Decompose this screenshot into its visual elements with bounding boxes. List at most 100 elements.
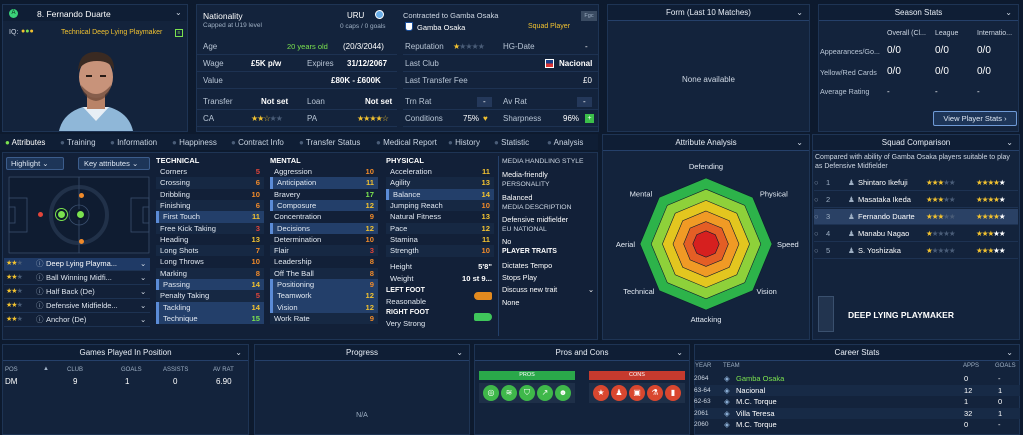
tab-contract-info[interactable]: ● Contract Info bbox=[231, 138, 284, 147]
chevron-down-icon[interactable]: ⌄ bbox=[456, 348, 463, 357]
attribute-row[interactable]: Passing 14 bbox=[156, 279, 264, 291]
career-row[interactable]: 62-63 ◈ M.C. Torque 1 0 bbox=[694, 396, 1020, 408]
attribute-row[interactable]: Crossing 6 bbox=[156, 177, 264, 189]
attribute-row[interactable]: Tackling 14 bbox=[156, 301, 264, 314]
attribute-row[interactable]: Technique 15 bbox=[156, 312, 264, 325]
info-icon[interactable]: ⓘ bbox=[36, 287, 44, 296]
attribute-row[interactable]: Decisions 12 bbox=[270, 222, 378, 234]
role-row[interactable]: ★★★ ⓘ Half Back (De) ⌄ bbox=[4, 286, 150, 299]
chevron-down-icon[interactable]: ⌄ bbox=[140, 273, 147, 282]
attribute-row[interactable]: Balance 14 bbox=[386, 188, 494, 201]
attribute-row[interactable]: Anticipation 11 bbox=[270, 177, 378, 189]
career-row[interactable]: 2061 ◈ Villa Teresa 32 1 bbox=[694, 407, 1020, 419]
attribute-row[interactable]: Flair 3 bbox=[270, 245, 378, 257]
role-row[interactable]: ★★★ ⓘ Defensive Midfielde... ⌄ bbox=[4, 300, 150, 313]
attribute-row[interactable]: Aggression 10 bbox=[270, 166, 378, 178]
form-title[interactable]: Form (Last 10 Matches) ⌄ bbox=[608, 5, 809, 21]
squad-title[interactable]: Squad Comparison ⌄ bbox=[813, 135, 1019, 151]
attribute-row[interactable]: Long Throws 10 bbox=[156, 256, 264, 268]
chevron-down-icon[interactable]: ⌄ bbox=[1006, 348, 1013, 357]
attribute-value: 10 bbox=[365, 234, 374, 244]
role-row[interactable]: ★★★ ⓘ Ball Winning Midfi... ⌄ bbox=[4, 272, 150, 285]
attribute-row[interactable]: Free Kick Taking 3 bbox=[156, 222, 264, 234]
chevron-down-icon[interactable]: ⌄ bbox=[140, 301, 147, 310]
info-icon[interactable]: ⓘ bbox=[36, 259, 44, 268]
info-icon[interactable]: ⓘ bbox=[36, 315, 44, 324]
attribute-row[interactable]: Stamina 11 bbox=[386, 233, 494, 246]
progress-title[interactable]: Progress ⌄ bbox=[255, 345, 469, 361]
info-icon[interactable]: ⓘ bbox=[36, 301, 44, 310]
proscons-title[interactable]: Pros and Cons ⌄ bbox=[475, 345, 689, 361]
tab-analysis[interactable]: ● Analysis bbox=[547, 138, 584, 147]
player-header[interactable] bbox=[3, 5, 187, 21]
tab-transfer-status[interactable]: ● Transfer Status bbox=[299, 138, 361, 147]
attribute-row[interactable]: Off The Ball 8 bbox=[270, 267, 378, 280]
squad-row[interactable]: ○ 2 ♟ Masataka Ikeda ★★★★★ ★★★★★ bbox=[814, 192, 1018, 208]
chevron-down-icon[interactable]: ⌄ bbox=[1005, 8, 1012, 17]
career-row[interactable]: 2064 ◈ Gamba Osaka 0 - bbox=[694, 373, 1020, 385]
career-row[interactable]: 2060 ◈ M.C. Torque 0 - bbox=[694, 419, 1020, 431]
attribute-row[interactable]: Determination 10 bbox=[270, 233, 378, 246]
discuss-trait-dropdown[interactable]: Discuss new trait ⌄ bbox=[502, 285, 594, 294]
season-title[interactable]: Season Stats ⌄ bbox=[819, 5, 1018, 21]
role-row-active[interactable]: ★★★ ⓘ Deep Lying Playma... ⌄ bbox=[4, 258, 150, 271]
chevron-down-icon[interactable]: ⌄ bbox=[175, 8, 182, 17]
tab-attributes[interactable]: ● Attributes bbox=[5, 138, 46, 147]
attribute-value: 14 bbox=[251, 302, 260, 312]
attribute-row[interactable]: Concentration 9 bbox=[270, 211, 378, 223]
squad-row[interactable]: ○ 3 ♟ Fernando Duarte ★★★★★ ★★★★★ bbox=[814, 209, 1018, 225]
squad-row[interactable]: ○ 1 ♟ Shintaro Ikefuji ★★★★★ ★★★★★ bbox=[814, 175, 1018, 191]
career-title[interactable]: Career Stats ⌄ bbox=[695, 345, 1019, 361]
tab-medical-report[interactable]: ● Medical Report bbox=[376, 138, 437, 147]
key-attributes-dropdown[interactable]: Key attributes ⌄ bbox=[78, 157, 150, 170]
attribute-row[interactable]: Marking 8 bbox=[156, 267, 264, 280]
tab-statistic[interactable]: ● Statistic bbox=[494, 138, 530, 147]
attribute-row[interactable]: Long Shots 7 bbox=[156, 245, 264, 257]
analysis-title[interactable]: Attribute Analysis ⌄ bbox=[603, 135, 809, 151]
attribute-row[interactable]: Finishing 6 bbox=[156, 199, 264, 212]
note-icon[interactable]: ≡ bbox=[175, 29, 183, 37]
attribute-row[interactable]: Composure 12 bbox=[270, 199, 378, 212]
sort-icon[interactable]: ▲ bbox=[43, 366, 49, 372]
position-dot-dm bbox=[56, 209, 67, 220]
attribute-row[interactable]: Penalty Taking 5 bbox=[156, 290, 264, 302]
career-row[interactable]: 63-64 ◈ Nacional 12 1 bbox=[694, 384, 1020, 396]
attribute-row[interactable]: Strength 10 bbox=[386, 245, 494, 257]
attribute-row[interactable]: Vision 12 bbox=[270, 301, 378, 314]
attribute-row[interactable]: Acceleration 11 bbox=[386, 166, 494, 178]
attribute-row[interactable]: Bravery 17 bbox=[270, 188, 378, 201]
chevron-down-icon[interactable]: ⌄ bbox=[235, 348, 242, 357]
role-row[interactable]: ★★★ ⓘ Anchor (De) ⌄ bbox=[4, 314, 150, 327]
attribute-row[interactable]: Teamwork 12 bbox=[270, 290, 378, 302]
chevron-down-icon[interactable]: ⌄ bbox=[140, 259, 147, 268]
chevron-down-icon[interactable]: ⌄ bbox=[140, 315, 147, 324]
tab-training[interactable]: ● Training bbox=[60, 138, 96, 147]
highlight-dropdown[interactable]: Highlight ⌄ bbox=[6, 157, 64, 170]
attribute-row[interactable]: Positioning 9 bbox=[270, 279, 378, 291]
attribute-row[interactable]: Natural Fitness 13 bbox=[386, 211, 494, 223]
attribute-row[interactable]: Pace 12 bbox=[386, 222, 494, 234]
tab-history[interactable]: ● History bbox=[448, 138, 480, 147]
tab-information[interactable]: ● Information bbox=[110, 138, 158, 147]
games-title[interactable]: Games Played In Position ⌄ bbox=[3, 345, 248, 361]
attribute-row[interactable]: Jumping Reach 10 bbox=[386, 199, 494, 212]
career-team: M.C. Torque bbox=[736, 397, 777, 406]
attribute-row[interactable]: Heading 13 bbox=[156, 233, 264, 246]
attribute-value: 12 bbox=[481, 223, 490, 233]
attribute-row[interactable]: First Touch 11 bbox=[156, 211, 264, 223]
attribute-row[interactable]: Agility 13 bbox=[386, 177, 494, 189]
attribute-row[interactable]: Leadership 8 bbox=[270, 256, 378, 268]
info-icon[interactable]: ⓘ bbox=[36, 273, 44, 282]
attribute-row[interactable]: Corners 5 bbox=[156, 166, 264, 178]
chevron-down-icon[interactable]: ⌄ bbox=[1006, 138, 1013, 147]
attribute-row[interactable]: Work Rate 9 bbox=[270, 312, 378, 325]
chevron-down-icon[interactable]: ⌄ bbox=[796, 138, 803, 147]
chevron-down-icon[interactable]: ⌄ bbox=[796, 8, 803, 17]
tab-happiness[interactable]: ● Happiness bbox=[172, 138, 217, 147]
attribute-row[interactable]: Dribbling 10 bbox=[156, 188, 264, 201]
view-player-stats-button[interactable]: View Player Stats › bbox=[933, 111, 1017, 126]
squad-row[interactable]: ○ 4 ♟ Manabu Nagao ★★★★★ ★★★★★ bbox=[814, 226, 1018, 242]
squad-row[interactable]: ○ 5 ♟ S. Yoshizaka ★★★★★ ★★★★★ bbox=[814, 243, 1018, 259]
chevron-down-icon[interactable]: ⌄ bbox=[676, 348, 683, 357]
chevron-down-icon[interactable]: ⌄ bbox=[140, 287, 147, 296]
